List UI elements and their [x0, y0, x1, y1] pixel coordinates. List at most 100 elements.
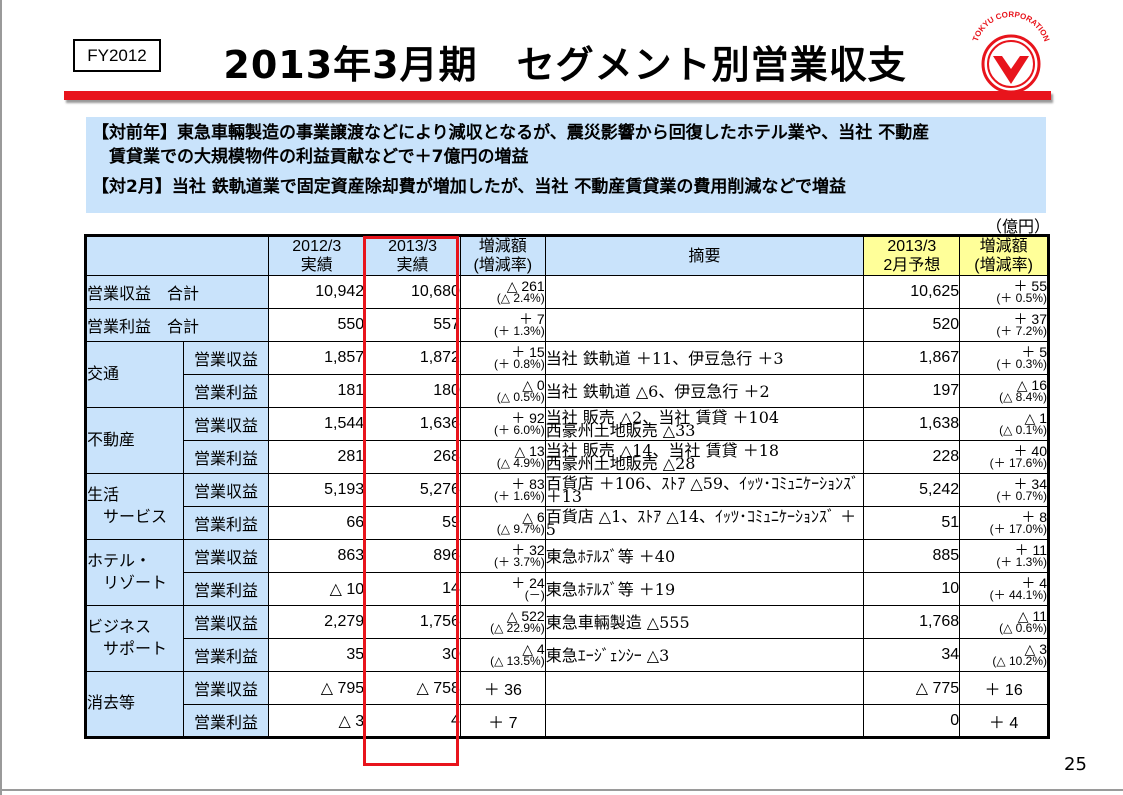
note-line: 東急ﾎﾃﾙｽﾞ等 ＋19: [545, 579, 676, 599]
header-fc-change: 増減額 (増減率): [959, 235, 1049, 276]
value-2012: △ 3: [268, 704, 366, 738]
value-2012: 181: [268, 374, 366, 408]
value-2013: 557: [364, 308, 461, 342]
summary-note: 百貨店 ＋106、ｽﾄｱ △59、ｲｯﾂ･ｺﾐｭﾆｹｰｼｮﾝｽﾞ ＋13: [544, 473, 865, 507]
change-cell: ＋ 11 (＋ 1.3%): [959, 539, 1049, 573]
summary-note: 当社 販売 △14、当社 賃貸 ＋18 西豪州土地販売 △28: [544, 440, 865, 474]
title-underline: [64, 91, 1051, 100]
value-2013: 180: [364, 374, 461, 408]
summary-note: 当社 鉄軌道 △6、伊豆急行 ＋2: [544, 374, 865, 408]
change-cell: ＋ 34 (＋ 0.7%): [959, 473, 1049, 507]
value-2013: 4: [364, 704, 461, 738]
table-row: 営業利益 35 30 △ 4 (△ 13.5%) 東急ｴｰｼﾞｪﾝｼｰ △3 34 △ 3 (△…: [86, 638, 1049, 672]
segment-name: ビジネス サポート: [85, 605, 184, 672]
summary-note: 百貨店 △1、ｽﾄｱ △14、ｲｯﾂ･ｺﾐｭﾆｹｰｼｮﾝｽﾞ ＋5: [544, 506, 865, 540]
value-forecast: 1,638: [863, 407, 961, 441]
table-row: 生活 サービス 営業収益 5,193 5,276 ＋ 83 (＋ 1.6%) 百貨店 ＋10…: [85, 473, 1049, 540]
page-number: 25: [1064, 754, 1087, 775]
value-forecast: 10,625: [863, 275, 961, 309]
metric-label: 営業収益: [182, 539, 270, 573]
change-cell: ＋ 4: [959, 704, 1049, 738]
header-2013-actual: 2013/3 実績: [364, 235, 461, 276]
segment-name: 不動産: [85, 407, 184, 474]
metric-label: 営業収益: [182, 605, 270, 639]
value-2012: 35: [268, 638, 366, 672]
value-2012: 1,857: [268, 341, 366, 375]
row-label: 営業利益 合計: [84, 308, 270, 342]
table-row: 営業利益 281 268 △ 13 (△ 4.9%) 当社 販売 △14、当社 賃貸 ＋1…: [86, 440, 1049, 474]
change-cell: ＋ 7: [459, 704, 546, 738]
summary-box: 【対前年】東急車輛製造の事業譲渡などにより減収となるが、震災影響から回復したホテ…: [86, 117, 1046, 213]
change-cell: △ 13 (△ 4.9%): [459, 440, 546, 474]
summary-note: 当社 販売 △2、当社 賃貸 ＋104 西豪州土地販売 △33: [544, 407, 865, 441]
segment-name: ホテル・ リゾート: [85, 539, 184, 606]
table-row: 営業利益 △ 10 14 ＋ 24 (－) 東急ﾎﾃﾙｽﾞ等 ＋19 10 ＋ 4 (＋ 44.…: [86, 572, 1049, 606]
summary-line-yoy-cont: 賃貸業での大規模物件の利益貢献などで＋7億円の増益: [92, 147, 529, 167]
summary-note: [544, 704, 865, 738]
change-cell: ＋ 8 (＋ 17.0%): [959, 506, 1049, 540]
segment-name: 消去等: [85, 671, 184, 738]
header-summary: 摘要: [544, 235, 865, 276]
value-2012: 550: [268, 308, 366, 342]
change-cell: △ 522 (△ 22.9%): [459, 605, 546, 639]
tokyu-logo-icon: TOKYU CORPORATION: [971, 10, 1051, 94]
value-2013: 1,872: [364, 341, 461, 375]
change-cell: ＋ 83 (＋ 1.6%): [459, 473, 546, 507]
change-cell: ＋ 7 (＋ 1.3%): [459, 308, 546, 342]
value-2013: 10,680: [364, 275, 461, 309]
note-line: 当社 販売 △2、当社 賃貸 ＋104: [545, 408, 780, 427]
change-cell: ＋ 55 (＋ 0.5%): [959, 275, 1049, 309]
value-2012: 66: [268, 506, 366, 540]
value-forecast: 520: [863, 308, 961, 342]
table-row: 営業利益 △ 3 4 ＋ 7 0 ＋ 4: [86, 704, 1049, 738]
fiscal-year-badge: FY2012: [73, 39, 161, 72]
change-cell: △ 11 (△ 0.6%): [959, 605, 1049, 639]
change-cell: ＋ 32 (＋ 3.7%): [459, 539, 546, 573]
value-forecast: 1,768: [863, 605, 961, 639]
metric-label: 営業収益: [182, 407, 270, 441]
value-2013: △ 758: [364, 671, 461, 705]
header-2012-actual: 2012/3 実績: [268, 235, 366, 276]
change-cell: ＋ 16: [959, 671, 1049, 705]
value-forecast: 885: [863, 539, 961, 573]
table-row-total: 営業利益 合計 550 557 ＋ 7 (＋ 1.3%) 520 ＋ 37 (＋ 7.2%): [84, 308, 1049, 342]
header-blank: [84, 235, 270, 276]
metric-label: 営業利益: [182, 704, 270, 738]
segment-table: 2012/3 実績 2013/3 実績 増減額 (増減率) 摘要 2013/3 2月予想…: [84, 234, 1050, 739]
value-2013: 268: [364, 440, 461, 474]
summary-note: 東急ﾎﾃﾙｽﾞ等 ＋40: [544, 539, 865, 573]
metric-label: 営業利益: [182, 440, 270, 474]
note-line: 東急ｴｰｼﾞｪﾝｼｰ △3: [545, 645, 670, 665]
summary-note: 東急ﾎﾃﾙｽﾞ等 ＋19: [544, 572, 865, 606]
summary-note: [544, 308, 865, 342]
summary-note: 東急車輛製造 △555: [544, 605, 865, 639]
value-2013: 14: [364, 572, 461, 606]
change-cell: △ 6 (△ 9.7%): [459, 506, 546, 540]
change-cell: △ 4 (△ 13.5%): [459, 638, 546, 672]
summary-note: 当社 鉄軌道 ＋11、伊豆急行 ＋3: [544, 341, 865, 375]
table-row: ホテル・ リゾート 営業収益 863 896 ＋ 32 (＋ 3.7%) 東急ﾎﾃﾙｽﾞ等 …: [85, 539, 1049, 606]
note-line: 当社 販売 △14、当社 賃貸 ＋18: [545, 441, 780, 460]
note-line: 東急車輛製造 △555: [545, 612, 690, 632]
value-forecast: 51: [863, 506, 961, 540]
note-line: 東急ﾎﾃﾙｽﾞ等 ＋40: [545, 546, 676, 566]
value-forecast: △ 775: [863, 671, 961, 705]
value-2013: 1,636: [364, 407, 461, 441]
value-2012: 2,279: [268, 605, 366, 639]
value-forecast: 0: [863, 704, 961, 738]
value-2013: 1,756: [364, 605, 461, 639]
header-feb-forecast: 2013/3 2月予想: [863, 235, 961, 276]
value-forecast: 5,242: [863, 473, 961, 507]
metric-label: 営業利益: [182, 572, 270, 606]
table-row: 不動産 営業収益 1,544 1,636 ＋ 92 (＋ 6.0%) 当社 販売 △2、当社…: [85, 407, 1049, 474]
metric-label: 営業収益: [182, 671, 270, 705]
value-2012: 5,193: [268, 473, 366, 507]
note-line: 当社 鉄軌道 ＋11、伊豆急行 ＋3: [545, 348, 784, 368]
header-change: 増減額 (増減率): [459, 235, 546, 276]
change-cell: ＋ 40 (＋ 17.6%): [959, 440, 1049, 474]
value-forecast: 10: [863, 572, 961, 606]
value-2013: 5,276: [364, 473, 461, 507]
value-forecast: 197: [863, 374, 961, 408]
change-cell: ＋ 24 (－): [459, 572, 546, 606]
table-row: 交通 営業収益 1,857 1,872 ＋ 15 (＋ 0.8%) 当社 鉄軌道 ＋11、伊…: [85, 341, 1049, 408]
